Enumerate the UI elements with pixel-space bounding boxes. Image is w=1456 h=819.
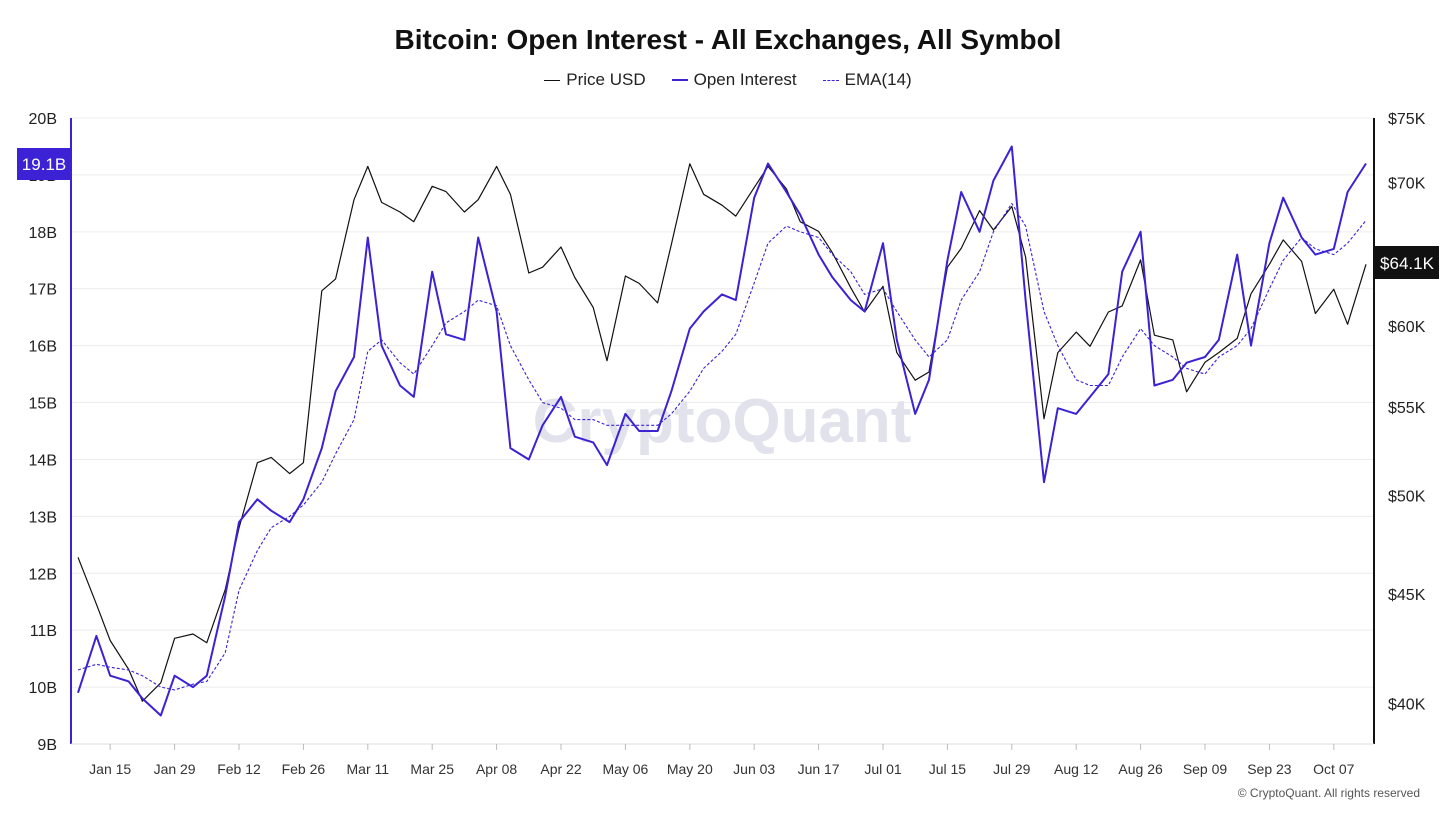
x-tick-label: Aug 12 bbox=[1054, 761, 1099, 777]
x-tick-label: Mar 25 bbox=[410, 761, 454, 777]
legend-label-price: Price USD bbox=[566, 70, 646, 89]
x-tick-label: Jul 01 bbox=[864, 761, 902, 777]
ema-14-line bbox=[77, 202, 1367, 691]
legend-label-open-interest: Open Interest bbox=[693, 70, 797, 89]
x-tick-label: Oct 07 bbox=[1313, 761, 1354, 777]
legend-label-ema: EMA(14) bbox=[844, 70, 912, 89]
legend-swatch-ema bbox=[822, 79, 839, 81]
x-tick-label: Jul 15 bbox=[929, 761, 967, 777]
series-layer bbox=[77, 145, 1367, 717]
legend-swatch-price bbox=[544, 79, 561, 81]
watermark: CryptoQuant bbox=[533, 387, 912, 456]
chart-title: Bitcoin: Open Interest - All Exchanges, … bbox=[394, 24, 1062, 55]
y-right-tick-label: $40K bbox=[1388, 697, 1426, 714]
legend-item-price[interactable]: Price USD bbox=[544, 70, 646, 90]
y-right-tick-label: $55K bbox=[1388, 400, 1426, 417]
left-current-value-label: 19.1B bbox=[22, 155, 66, 174]
y-left-tick-label: 20B bbox=[29, 111, 57, 128]
axes: 9B10B11B12B13B14B15B16B17B18B19B20B$40K$… bbox=[29, 111, 1426, 777]
y-right-tick-label: $70K bbox=[1388, 175, 1426, 192]
y-left-tick-label: 18B bbox=[29, 225, 57, 242]
open-interest-line bbox=[77, 145, 1367, 717]
x-tick-label: Aug 26 bbox=[1118, 761, 1163, 777]
y-left-tick-label: 10B bbox=[29, 680, 57, 697]
x-tick-label: Feb 12 bbox=[217, 761, 261, 777]
y-left-tick-label: 11B bbox=[30, 623, 57, 640]
left-current-value-badge bbox=[17, 148, 70, 180]
x-tick-label: Apr 08 bbox=[476, 761, 517, 777]
grid-lines bbox=[71, 117, 1374, 745]
y-right-tick-label: $50K bbox=[1388, 489, 1426, 506]
x-tick-label: Jun 17 bbox=[798, 761, 840, 777]
x-tick-label: Jun 03 bbox=[733, 761, 775, 777]
x-tick-label: Sep 23 bbox=[1247, 761, 1292, 777]
x-tick-label: Mar 11 bbox=[347, 761, 390, 777]
y-left-tick-label: 9B bbox=[37, 737, 57, 754]
x-tick-label: Apr 22 bbox=[540, 761, 581, 777]
copyright-credit: © CryptoQuant. All rights reserved bbox=[1237, 786, 1420, 800]
y-right-tick-label: $45K bbox=[1388, 587, 1426, 604]
y-left-tick-label: 12B bbox=[29, 566, 57, 583]
price-usd-line bbox=[77, 163, 1367, 702]
x-tick-label: Jan 15 bbox=[89, 761, 131, 777]
x-tick-label: Sep 09 bbox=[1183, 761, 1228, 777]
y-right-tick-label: $60K bbox=[1388, 319, 1426, 336]
y-left-tick-label: 15B bbox=[29, 396, 57, 413]
y-left-tick-label: 16B bbox=[29, 339, 57, 356]
y-left-tick-label: 17B bbox=[29, 282, 57, 299]
x-tick-label: Feb 26 bbox=[282, 761, 326, 777]
x-tick-label: May 20 bbox=[667, 761, 713, 777]
x-tick-label: Jan 29 bbox=[154, 761, 196, 777]
right-current-value-label: $64.1K bbox=[1380, 254, 1435, 273]
value-badges: 19.1B $64.1K bbox=[17, 148, 1439, 279]
y-right-tick-label: $75K bbox=[1388, 111, 1426, 128]
legend-item-ema[interactable]: EMA(14) bbox=[822, 70, 912, 90]
x-tick-label: May 06 bbox=[602, 761, 648, 777]
legend: Price USD Open Interest EMA(14) bbox=[0, 70, 1456, 90]
x-tick-label: Jul 29 bbox=[993, 761, 1031, 777]
y-left-tick-label: 14B bbox=[29, 452, 57, 469]
right-current-value-badge bbox=[1375, 246, 1439, 279]
legend-item-open-interest[interactable]: Open Interest bbox=[671, 70, 797, 90]
y-left-tick-label: 13B bbox=[29, 509, 57, 526]
legend-swatch-open-interest bbox=[671, 79, 688, 81]
